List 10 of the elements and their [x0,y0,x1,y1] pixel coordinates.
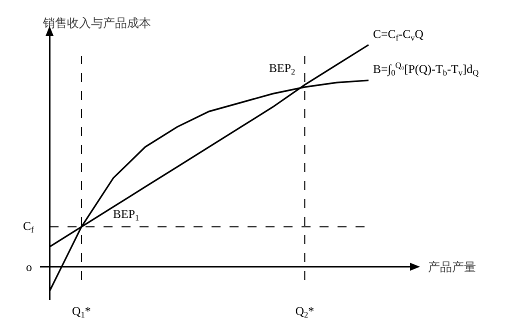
annotation: BEP$_{2}$ [269,61,296,77]
text: o [26,260,32,274]
ref-line-label: C$_{f}$ [23,219,34,235]
x-axis-title: 产品产量 [428,260,476,274]
series-label: C=C$_{f}$-C$_{v}$Q [373,27,424,43]
text: B=∫$_{0}$$^{Q₀}$[P(Q)-T$_{b}$-T$_{v}$]d$_{Q}$ [373,61,479,78]
x-tick-label: Q$_{1}$* [72,304,91,320]
x-tick-label: Q$_{2}$* [295,304,314,320]
y-axis-title: 销售收入与产品成本 [42,16,151,30]
annotation: BEP$_{1}$ [113,207,140,223]
